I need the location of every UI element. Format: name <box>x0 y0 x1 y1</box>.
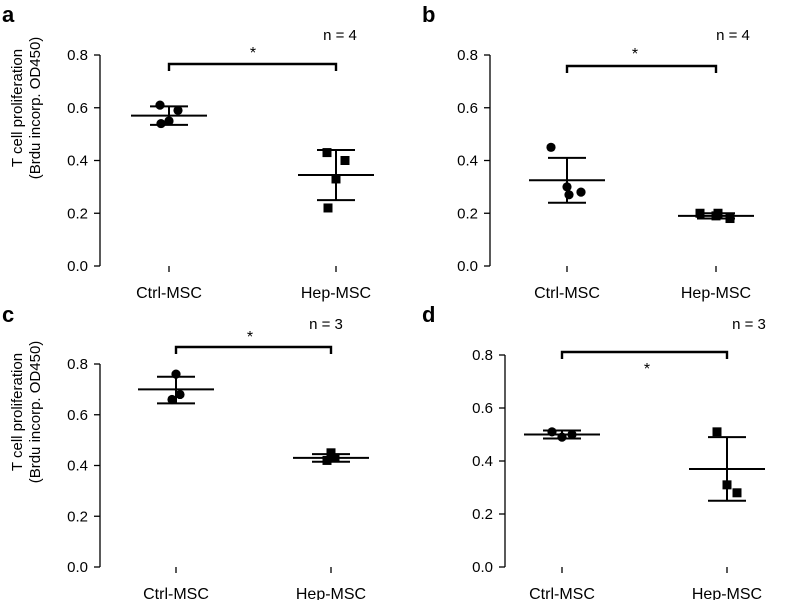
y-tick-label-b: 0.0 <box>457 258 478 275</box>
sig-bracket-c <box>174 345 333 354</box>
plot-a: 0.0 0.2 0.4 0.6 0.8 Ctrl-MSC Hep-MSC <box>67 47 374 302</box>
n-label-c: n = 3 <box>309 316 343 333</box>
ylabel-a-line2: (Brdu incorp. OD450) <box>27 37 44 180</box>
plot-c: 0.0 0.2 0.4 0.6 0.8 Ctrl-MSC Hep-MSC <box>67 345 369 600</box>
data-point-c <box>167 394 177 405</box>
y-tick-label-c: 0.8 <box>67 356 88 373</box>
data-point-c <box>330 453 340 463</box>
y-tick-label-c: 0.6 <box>67 407 88 424</box>
category-label-a: Ctrl-MSC <box>136 285 202 302</box>
y-tick-label-d: 0.0 <box>472 559 493 576</box>
data-point-c <box>171 369 181 379</box>
data-point-d <box>722 480 732 490</box>
data-point-d <box>557 432 567 442</box>
category-label-a: Hep-MSC <box>301 285 371 302</box>
category-label-c: Ctrl-MSC <box>143 586 209 600</box>
ylabel-c-line1: T cell proliferation <box>9 353 26 471</box>
data-point-d <box>712 427 722 437</box>
ylabel-c-line2: (Brdu incorp. OD450) <box>27 341 44 484</box>
category-label-b: Hep-MSC <box>681 285 751 302</box>
category-label-d: Ctrl-MSC <box>529 586 595 600</box>
sig-star-d: * <box>644 361 650 378</box>
category-label-d: Hep-MSC <box>692 586 762 600</box>
panel-label-a: a <box>2 2 15 27</box>
n-label-d: n = 3 <box>732 316 766 333</box>
sig-star-a: * <box>250 45 256 62</box>
data-point-a <box>340 156 350 165</box>
ylabel-c: T cell proliferation (Brdu incorp. OD450… <box>9 341 44 484</box>
ylabel-a-line1: T cell proliferation <box>9 49 26 167</box>
y-tick-label-a: 0.6 <box>67 100 88 117</box>
category-label-b: Ctrl-MSC <box>534 285 600 302</box>
y-tick-label-d: 0.2 <box>472 506 493 523</box>
y-tick-label-a: 0.8 <box>67 47 88 64</box>
panel-a: a T cell proliferation (Brdu incorp. OD4… <box>2 2 374 302</box>
data-point-b <box>713 208 723 218</box>
y-tick-label-b: 0.6 <box>457 100 478 117</box>
data-point-d <box>567 429 577 440</box>
y-tick-label-b: 0.8 <box>457 47 478 64</box>
data-point-c <box>175 389 185 400</box>
data-point-d <box>547 427 557 437</box>
panel-b: b n = 4 * 0.0 0.2 0.4 0.6 0.8 Ctrl-MSC Hep-MSC <box>422 2 754 302</box>
data-point-a <box>155 100 165 110</box>
data-point-a <box>322 148 332 158</box>
y-tick-label-a: 0.4 <box>67 153 88 170</box>
data-point-b <box>546 142 556 152</box>
sig-bracket-b <box>565 64 718 73</box>
sig-bracket-d <box>560 350 729 359</box>
data-point-b <box>725 214 735 224</box>
data-point-c <box>322 455 332 465</box>
sig-star-c: * <box>247 329 253 346</box>
category-label-c: Hep-MSC <box>296 586 366 600</box>
y-tick-label-c: 0.4 <box>67 458 88 475</box>
y-tick-label-d: 0.4 <box>472 453 493 470</box>
sig-star-b: * <box>632 46 638 63</box>
ylabel-a: T cell proliferation (Brdu incorp. OD450… <box>9 37 44 180</box>
y-tick-label-a: 0.2 <box>67 205 88 222</box>
data-point-b <box>695 208 705 218</box>
y-tick-label-d: 0.8 <box>472 347 493 364</box>
y-tick-label-c: 0.2 <box>67 508 88 525</box>
panel-c: c T cell proliferation (Brdu incorp. OD4… <box>2 302 369 600</box>
y-tick-label-b: 0.4 <box>457 153 478 170</box>
y-tick-label-b: 0.2 <box>457 205 478 222</box>
plot-b: 0.0 0.2 0.4 0.6 0.8 Ctrl-MSC Hep-MSC <box>457 47 754 302</box>
data-point-b <box>562 182 572 192</box>
plot-d: 0.0 0.2 0.4 0.6 0.8 Ctrl-MSC Hep-MSC <box>472 347 765 600</box>
panel-label-d: d <box>422 302 435 327</box>
data-point-d <box>732 488 742 498</box>
panel-d: d n = 3 * 0.0 0.2 0.4 0.6 0.8 Ctrl-MSC Hep-MSC <box>422 302 766 600</box>
y-tick-label-c: 0.0 <box>67 559 88 576</box>
data-point-a <box>323 203 333 213</box>
data-point-c <box>326 448 336 458</box>
sig-bracket-a <box>167 62 338 71</box>
data-point-a <box>331 174 341 184</box>
data-point-a <box>164 116 174 126</box>
y-tick-label-d: 0.6 <box>472 400 493 417</box>
n-label-a: n = 4 <box>323 27 357 44</box>
data-point-a <box>173 105 183 115</box>
panel-label-c: c <box>2 302 14 327</box>
y-tick-label-a: 0.0 <box>67 258 88 275</box>
n-label-b: n = 4 <box>716 27 750 44</box>
data-point-b <box>564 190 574 200</box>
panel-label-b: b <box>422 2 435 27</box>
data-point-b <box>576 187 586 197</box>
data-point-a <box>156 118 166 129</box>
